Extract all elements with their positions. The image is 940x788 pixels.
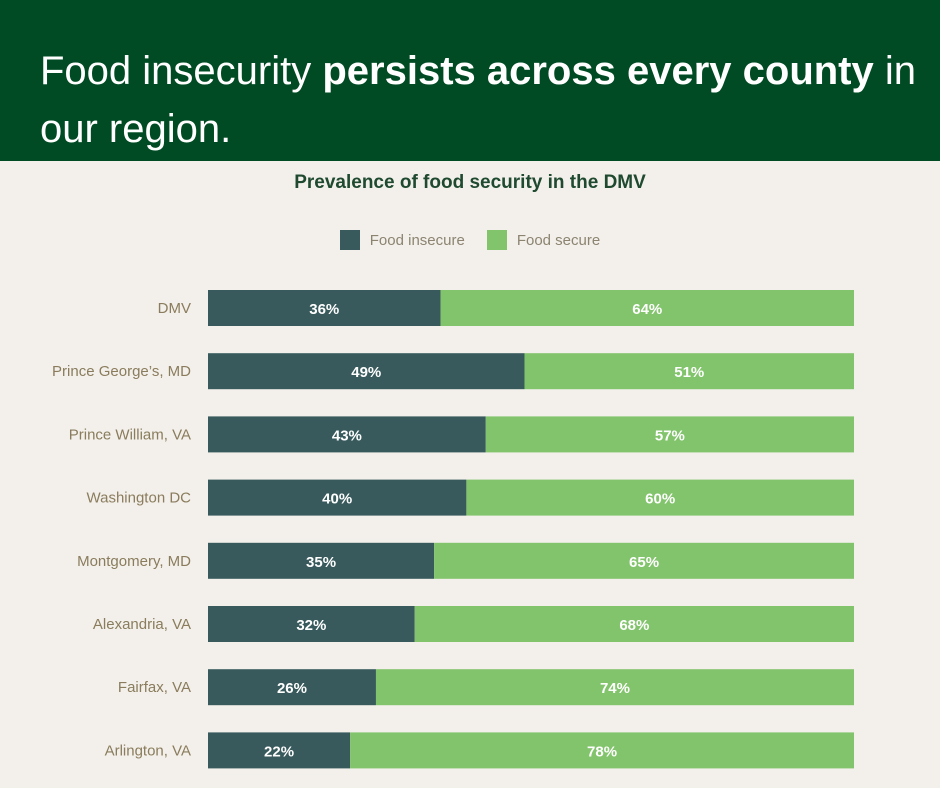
bar-food-insecure [208, 732, 351, 769]
headline: Food insecurity persists across every co… [40, 49, 916, 151]
bar-food-secure [350, 732, 854, 769]
bar-food-insecure [208, 542, 435, 579]
bar-food-secure [440, 290, 854, 326]
legend-item-secure: Food secure [486, 230, 601, 250]
legend: Food insecure Food secure [0, 230, 940, 250]
data-label: 49% [351, 364, 381, 381]
bar-food-insecure [208, 353, 525, 390]
data-label: 26% [277, 680, 307, 697]
bar-food-insecure [208, 290, 441, 326]
bar-food-secure [485, 416, 854, 453]
bar-food-secure [434, 542, 854, 579]
header-banner: Food insecurity persists across every co… [0, 0, 940, 161]
legend-label: Food secure [516, 231, 601, 249]
data-label: 78% [587, 743, 617, 760]
bar-food-secure [466, 479, 854, 516]
data-label: 43% [332, 427, 362, 444]
bar-food-insecure [208, 669, 376, 706]
chart-title: Prevalence of food security in the DMV [294, 172, 646, 193]
category-label: Washington DC [87, 490, 192, 507]
data-label: 65% [629, 554, 659, 571]
category-label: Montgomery, MD [77, 553, 191, 570]
data-label: 51% [674, 364, 704, 381]
data-label: 22% [264, 743, 294, 760]
category-label: Arlington, VA [105, 742, 191, 759]
category-label: Prince William, VA [69, 426, 191, 443]
bar-food-secure [524, 353, 854, 390]
data-label: 32% [296, 617, 326, 634]
data-label: 57% [655, 427, 685, 444]
bar-food-insecure [208, 606, 415, 642]
category-label: Prince George’s, MD [52, 363, 191, 380]
legend-label: Food insecure [369, 231, 465, 249]
data-label: 64% [632, 301, 662, 318]
legend-swatch [339, 230, 360, 250]
data-label: 40% [322, 491, 352, 508]
bar-food-insecure [208, 416, 486, 453]
category-label: DMV [158, 300, 191, 317]
bar-food-insecure [208, 479, 467, 516]
legend-item-insecure: Food insecure [339, 230, 465, 250]
data-label: 60% [645, 491, 675, 508]
legend-swatch [486, 230, 507, 250]
category-label: Fairfax, VA [118, 679, 191, 696]
data-label: 68% [619, 617, 649, 634]
category-label: Alexandria, VA [93, 616, 191, 633]
data-label: 74% [600, 680, 630, 697]
data-label: 36% [309, 301, 339, 318]
bar-food-secure [375, 669, 854, 706]
bar-food-secure [414, 606, 854, 642]
data-label: 35% [306, 554, 336, 571]
